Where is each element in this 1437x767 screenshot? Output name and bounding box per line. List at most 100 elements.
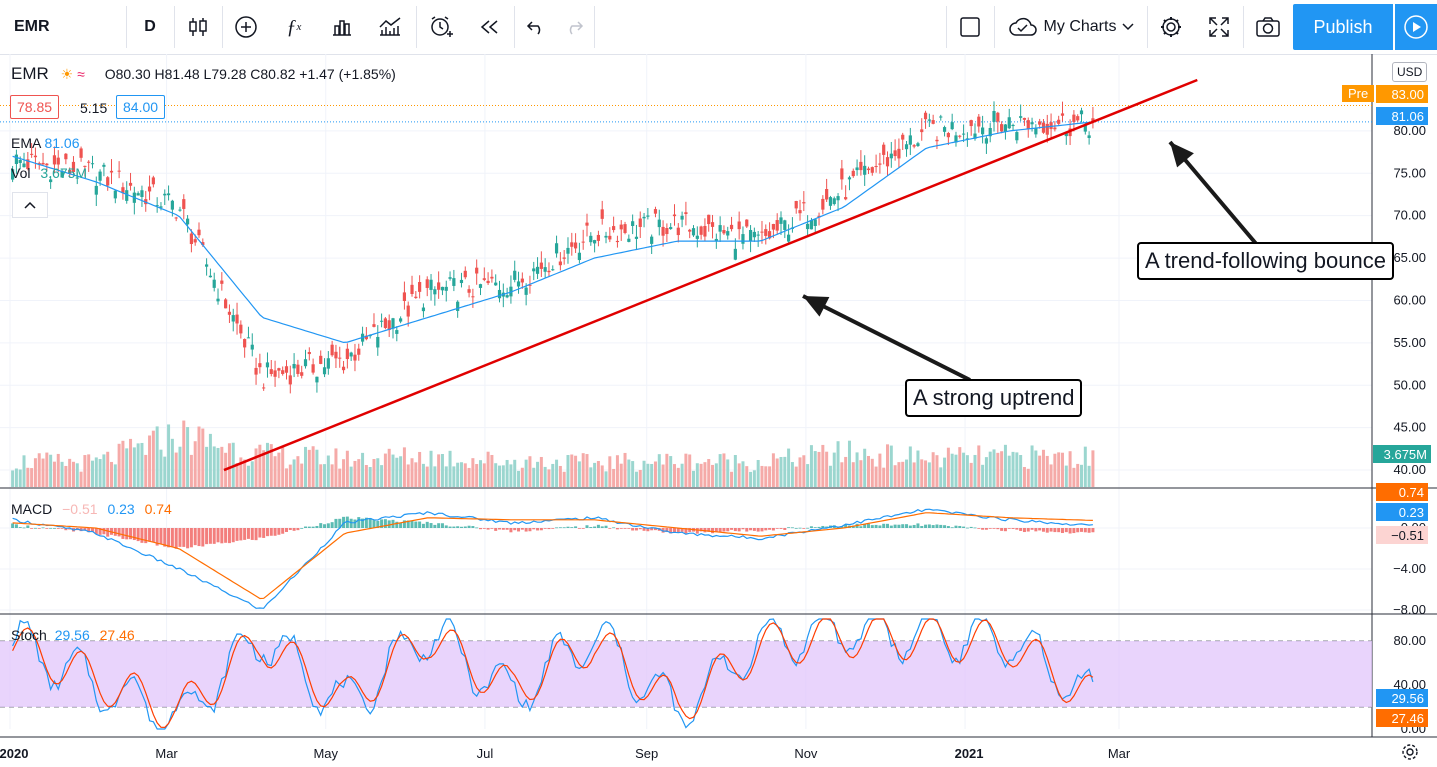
interval-button[interactable]: D xyxy=(144,18,156,35)
volume-bar xyxy=(745,466,749,487)
cloud-icon xyxy=(1008,17,1037,36)
macd-hist-bar xyxy=(205,528,209,545)
macd-hist-bar xyxy=(170,528,174,547)
macd-hist-bar xyxy=(634,528,638,531)
undo-icon[interactable] xyxy=(516,0,556,54)
candle-body xyxy=(847,177,852,180)
volume-bar xyxy=(315,449,319,487)
volume-bar xyxy=(631,461,635,487)
candle-body xyxy=(224,299,228,309)
volume-bar xyxy=(1000,451,1004,487)
candle-body xyxy=(102,164,106,167)
play-icon[interactable] xyxy=(1395,4,1437,50)
candle-body xyxy=(809,220,814,230)
volume-bar xyxy=(361,452,365,487)
macd-legend-signal: 0.74 xyxy=(144,501,172,517)
macd-hist-bar xyxy=(1049,528,1053,532)
macd-hist-bar xyxy=(954,525,958,528)
collapse-legend-button[interactable] xyxy=(12,192,48,218)
volume-bar xyxy=(437,454,441,487)
candle-body xyxy=(745,219,749,227)
volume-bar xyxy=(863,448,867,487)
candle-body xyxy=(577,252,581,261)
time-tick-label: Nov xyxy=(794,746,818,761)
macd-hist-bar xyxy=(315,525,319,528)
candle-body xyxy=(954,135,958,143)
volume-bar xyxy=(692,470,696,487)
macd-hist-bar xyxy=(307,526,311,528)
candle-body xyxy=(322,367,327,375)
toolbar-divider xyxy=(416,6,417,48)
candle-body xyxy=(208,275,213,278)
candle-body xyxy=(231,315,235,322)
macd-hist-bar xyxy=(821,525,825,528)
templates-icon[interactable] xyxy=(320,0,364,54)
volume-bar xyxy=(456,462,460,487)
macd-hist-bar xyxy=(714,528,718,532)
stoch-legend-d: 27.46 xyxy=(99,627,135,643)
volume-bar xyxy=(790,462,794,487)
candle-body xyxy=(170,200,174,210)
macd-hist-bar xyxy=(376,520,380,528)
compare-icon[interactable] xyxy=(368,0,412,54)
alert-icon[interactable] xyxy=(418,0,466,54)
volume-bar xyxy=(927,462,931,487)
candle-body xyxy=(631,221,635,226)
volume-bar xyxy=(178,446,182,487)
candle-body xyxy=(22,163,26,168)
candle-body xyxy=(1083,125,1087,132)
volume-bar xyxy=(250,461,254,487)
macd-hist-bar xyxy=(304,526,308,528)
candle-body xyxy=(806,223,810,230)
macd-hist-bar xyxy=(908,525,912,528)
annotation-bounce[interactable]: A trend-following bounce xyxy=(1137,242,1394,280)
macd-hist-bar xyxy=(235,528,239,541)
macd-hist-bar xyxy=(357,517,361,528)
candle-body xyxy=(254,367,258,375)
my-charts-button[interactable]: My Charts xyxy=(996,0,1146,54)
candle-body xyxy=(68,169,72,174)
camera-icon[interactable] xyxy=(1245,0,1291,54)
volume-bars xyxy=(11,420,1095,487)
macd-hist-bar xyxy=(722,528,726,532)
bid-box[interactable]: 78.85 xyxy=(10,95,60,119)
candle-body xyxy=(383,318,387,328)
macd-hist-bar xyxy=(969,526,973,528)
settings-gear-icon[interactable] xyxy=(1400,742,1420,762)
volume-bar xyxy=(110,461,114,487)
candle-body xyxy=(1049,122,1053,130)
candle-body xyxy=(707,214,711,225)
macd-hist-bar xyxy=(916,523,920,528)
gear-icon[interactable] xyxy=(1149,0,1193,54)
macd-hist-bar xyxy=(600,526,604,528)
symbol-search[interactable]: EMR xyxy=(14,18,50,35)
macd-hist-bar xyxy=(984,528,988,530)
macd-hist-bar xyxy=(817,526,821,528)
annotation-uptrend[interactable]: A strong uptrend xyxy=(905,379,1083,417)
chart-canvas[interactable]: 80.00 75.00 70.00 65.00 60.00 55.00 50.00 45.00… xyxy=(0,54,1437,765)
publish-button[interactable]: Publish xyxy=(1293,4,1393,50)
volume-bar xyxy=(1068,451,1072,487)
candle-body xyxy=(205,264,209,267)
currency-badge[interactable]: USD xyxy=(1392,62,1428,82)
volume-bar xyxy=(189,454,193,487)
candles-icon[interactable] xyxy=(176,0,220,54)
macd-hist-bar xyxy=(498,528,502,530)
candle-body xyxy=(798,210,802,214)
macd-hist-bar xyxy=(186,528,190,549)
candle-body xyxy=(844,197,848,200)
trend-line[interactable] xyxy=(223,78,1198,472)
volume-bar xyxy=(113,464,117,487)
add-indicator-icon[interactable] xyxy=(224,0,268,54)
candle-body xyxy=(79,148,83,158)
volume-bar xyxy=(771,453,775,487)
macd-hist-bar xyxy=(524,528,528,532)
fullscreen-icon[interactable] xyxy=(1197,0,1241,54)
candle-body xyxy=(950,122,954,130)
volume-bar xyxy=(414,462,418,487)
volume-bar xyxy=(1053,453,1057,487)
replay-icon[interactable] xyxy=(468,0,512,54)
layout-icon[interactable] xyxy=(948,0,992,54)
ask-box[interactable]: 84.00 xyxy=(116,95,166,119)
